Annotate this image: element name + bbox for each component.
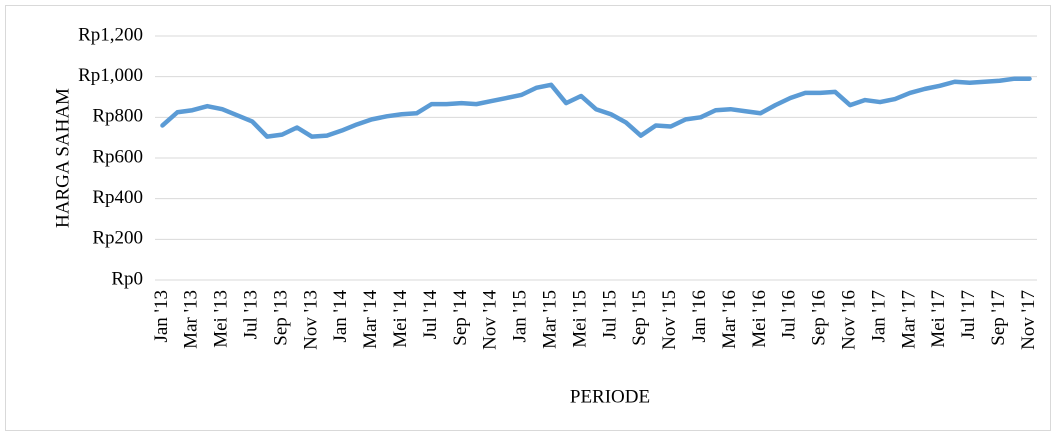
chart-border: [5, 5, 1051, 431]
x-tick-label: Jan '16: [689, 290, 710, 343]
x-tick-label: Mar '17: [898, 290, 919, 349]
x-tick-label: Jan '17: [868, 290, 889, 343]
x-tick-label: Sep '17: [988, 290, 1009, 346]
x-tick-label: Mar '16: [719, 290, 740, 349]
x-tick-label: Mar '13: [181, 290, 202, 349]
x-axis-label: PERIODE: [570, 386, 650, 407]
x-tick-label: Sep '16: [809, 290, 830, 346]
x-tick-label: Sep '15: [629, 290, 650, 346]
x-tick-label: Jan '15: [510, 290, 531, 343]
x-tick-label: Jul '14: [420, 290, 441, 340]
y-tick-label: Rp0: [111, 268, 143, 289]
x-tick-label: Jul '15: [599, 290, 620, 339]
y-tick-label: Rp1,000: [78, 65, 143, 86]
x-tick-label: Jul '13: [241, 290, 262, 339]
x-tick-label: Mei '13: [211, 290, 232, 348]
x-tick-label: Jul '17: [958, 290, 979, 339]
x-tick-label: Nov '14: [480, 290, 501, 350]
y-tick-label: Rp1,200: [78, 24, 143, 45]
x-tick-label: Sep '14: [450, 290, 471, 346]
y-tick-label: Rp800: [92, 106, 143, 127]
x-tick-label: Nov '13: [300, 290, 321, 350]
y-tick-label: Rp600: [92, 146, 143, 167]
x-tick-label: Nov '16: [838, 290, 859, 350]
x-tick-label: Mar '15: [540, 290, 561, 349]
x-tick-label: Mei '16: [749, 290, 770, 348]
x-tick-label: Jan '14: [330, 290, 351, 343]
x-tick-label: Mei '15: [569, 290, 590, 348]
x-tick-label: Mei '17: [928, 290, 949, 348]
x-tick-label: Mar '14: [360, 290, 381, 349]
x-tick-label: Jul '16: [779, 290, 800, 339]
x-tick-label: Nov '17: [1018, 290, 1039, 350]
x-tick-label: Sep '13: [270, 290, 291, 346]
y-tick-label: Rp200: [92, 228, 143, 249]
line-series: [160, 76, 1032, 139]
y-tick-label: Rp400: [92, 187, 143, 208]
x-tick-label: Nov '15: [659, 290, 680, 350]
x-tick-label: Mei '14: [390, 290, 411, 348]
x-tick-label: Jan '13: [151, 290, 172, 343]
y-axis-label: HARGA SAHAM: [52, 88, 73, 228]
